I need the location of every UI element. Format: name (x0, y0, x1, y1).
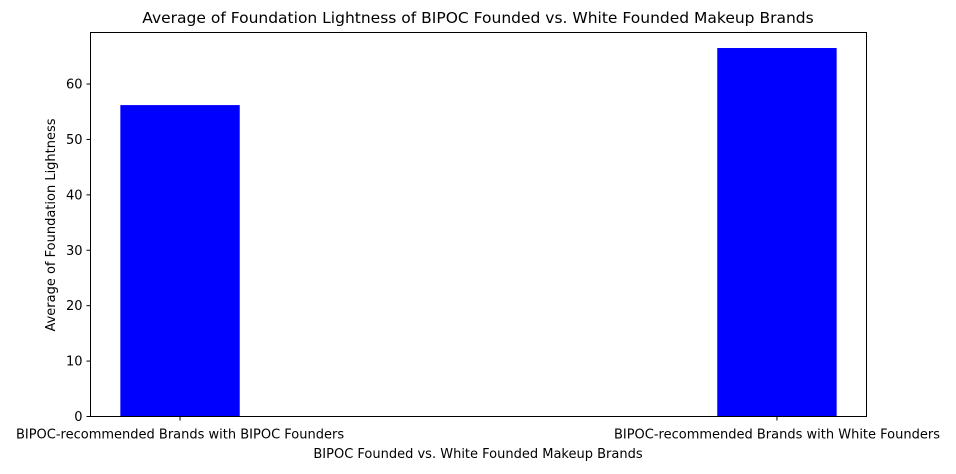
bars-layer (120, 48, 837, 417)
x-tick-label: BIPOC-recommended Brands with BIPOC Foun… (16, 428, 344, 443)
x-tick-label: BIPOC-recommended Brands with White Foun… (614, 428, 940, 443)
y-tick-label: 20 (66, 299, 83, 314)
y-tick-label: 40 (66, 188, 83, 203)
x-axis: BIPOC-recommended Brands with BIPOC Foun… (16, 416, 940, 443)
bar-2 (717, 48, 837, 417)
plot-frame (90, 32, 867, 417)
y-axis: 0 10 20 30 40 50 60 (66, 78, 91, 425)
chart-title: Average of Foundation Lightness of BIPOC… (142, 9, 813, 27)
y-tick-label: 60 (66, 78, 83, 93)
y-tick-label: 10 (66, 355, 83, 370)
y-tick-label: 0 (74, 410, 82, 425)
y-axis-label: Average of Foundation Lightness (44, 118, 59, 331)
y-tick-label: 30 (66, 244, 83, 259)
bar-1 (120, 105, 240, 417)
y-tick-label: 50 (66, 133, 83, 148)
x-axis-label: BIPOC Founded vs. White Founded Makeup B… (313, 447, 642, 462)
